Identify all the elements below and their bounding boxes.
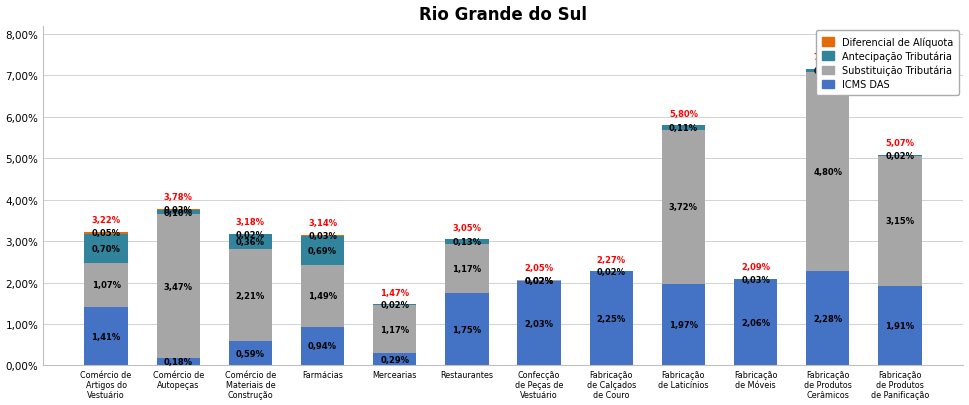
Text: 0,02%: 0,02% — [524, 276, 553, 285]
Text: 1,17%: 1,17% — [380, 325, 409, 334]
Text: 0,02%: 0,02% — [886, 151, 915, 160]
Text: 3,05%: 3,05% — [453, 223, 482, 232]
Bar — [301, 237, 344, 265]
Bar — [662, 130, 705, 284]
Bar — [301, 327, 344, 366]
Bar — [373, 305, 417, 354]
Text: 0,08%: 0,08% — [813, 66, 842, 76]
Bar — [517, 280, 561, 281]
Text: 4,80%: 4,80% — [813, 168, 842, 177]
Text: 3,15%: 3,15% — [886, 217, 915, 226]
Bar — [157, 209, 200, 211]
Text: 0,03%: 0,03% — [164, 205, 193, 214]
Text: 0,69%: 0,69% — [308, 246, 337, 255]
Text: 2,06%: 2,06% — [741, 318, 770, 328]
Text: 0,29%: 0,29% — [380, 355, 409, 364]
Text: 2,28%: 2,28% — [813, 314, 842, 323]
Text: 0,59%: 0,59% — [235, 349, 265, 358]
Text: 1,17%: 1,17% — [453, 264, 482, 273]
Text: 3,22%: 3,22% — [91, 215, 121, 224]
Bar — [229, 235, 272, 250]
Bar — [84, 263, 128, 307]
Text: 1,91%: 1,91% — [886, 322, 915, 330]
Title: Rio Grande do Sul: Rio Grande do Sul — [419, 6, 587, 23]
Text: 0,10%: 0,10% — [164, 208, 193, 217]
Text: 0,02%: 0,02% — [524, 277, 553, 286]
Text: 2,27%: 2,27% — [597, 255, 626, 264]
Bar — [589, 272, 633, 273]
Text: 2,05%: 2,05% — [524, 264, 553, 273]
Bar — [301, 265, 344, 327]
Text: 0,03%: 0,03% — [308, 231, 337, 241]
Bar — [517, 281, 561, 366]
Text: 3,72%: 3,72% — [669, 202, 698, 212]
Text: 0,02%: 0,02% — [380, 300, 409, 309]
Bar — [662, 126, 705, 130]
Text: 1,97%: 1,97% — [669, 320, 698, 329]
Text: 3,47%: 3,47% — [164, 282, 193, 291]
Text: 0,03%: 0,03% — [741, 275, 770, 284]
Text: 0,11%: 0,11% — [669, 124, 698, 132]
Text: 5,07%: 5,07% — [886, 139, 915, 148]
Bar — [229, 234, 272, 235]
Text: 0,02%: 0,02% — [235, 230, 265, 239]
Text: 2,21%: 2,21% — [235, 291, 266, 300]
Bar — [157, 211, 200, 215]
Bar — [589, 273, 633, 366]
Text: 0,94%: 0,94% — [308, 342, 337, 351]
Text: 2,25%: 2,25% — [597, 315, 626, 324]
Bar — [806, 69, 850, 73]
Text: 3,18%: 3,18% — [235, 217, 265, 227]
Bar — [84, 234, 128, 263]
Bar — [734, 279, 777, 280]
Text: 3,78%: 3,78% — [164, 193, 193, 202]
Bar — [157, 358, 200, 366]
Text: 0,18%: 0,18% — [164, 357, 193, 367]
Bar — [84, 307, 128, 366]
Text: 5,80%: 5,80% — [669, 109, 698, 118]
Text: 0,36%: 0,36% — [235, 238, 265, 247]
Bar — [229, 341, 272, 366]
Bar — [806, 271, 850, 366]
Bar — [878, 156, 922, 287]
Text: 1,07%: 1,07% — [92, 281, 120, 290]
Bar — [301, 235, 344, 237]
Bar — [84, 232, 128, 234]
Bar — [446, 239, 488, 245]
Text: 2,03%: 2,03% — [524, 319, 553, 328]
Text: 3,14%: 3,14% — [308, 219, 337, 228]
Text: 7,16%: 7,16% — [813, 53, 842, 62]
Legend: Diferencial de Alíquota, Antecipação Tributária, Substituição Tributária, ICMS D: Diferencial de Alíquota, Antecipação Tri… — [816, 31, 958, 96]
Text: 1,75%: 1,75% — [453, 325, 482, 334]
Bar — [878, 287, 922, 366]
Text: 0,05%: 0,05% — [92, 228, 120, 237]
Bar — [734, 280, 777, 366]
Bar — [662, 284, 705, 366]
Text: 1,49%: 1,49% — [308, 291, 337, 301]
Bar — [806, 73, 850, 271]
Bar — [446, 293, 488, 366]
Text: 1,47%: 1,47% — [380, 288, 409, 297]
Text: 0,13%: 0,13% — [453, 238, 482, 247]
Bar — [373, 354, 417, 366]
Bar — [229, 250, 272, 341]
Text: 2,09%: 2,09% — [741, 263, 770, 272]
Text: 0,02%: 0,02% — [597, 268, 626, 277]
Bar — [157, 215, 200, 358]
Text: 0,70%: 0,70% — [92, 244, 120, 253]
Text: 1,41%: 1,41% — [91, 332, 121, 341]
Bar — [446, 245, 488, 293]
